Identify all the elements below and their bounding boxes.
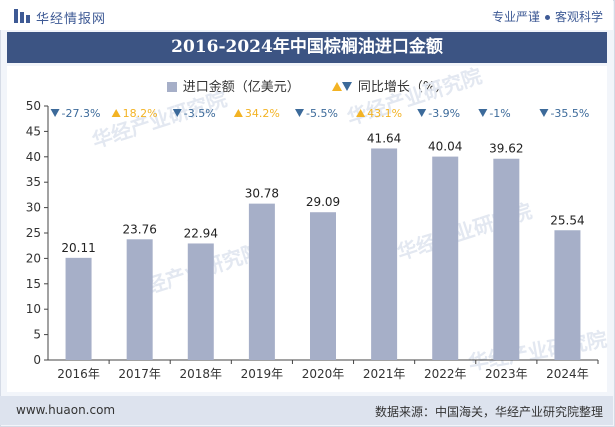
triangle-up-icon	[331, 82, 342, 91]
legend: 进口金额（亿美元） 同比增长（%）	[0, 76, 615, 95]
bar	[65, 257, 92, 360]
x-tick-label: 2020年	[302, 367, 345, 381]
x-tick-label: 2016年	[57, 367, 100, 381]
data-label: 22.94	[184, 226, 218, 240]
legend-item-growth: 同比增长（%）	[331, 76, 449, 95]
triangle-down-icon	[417, 109, 427, 117]
data-label: 40.04	[428, 140, 462, 154]
data-label: 41.64	[367, 131, 401, 145]
growth-label: 43.1%	[367, 107, 402, 120]
legend-amount-label: 进口金额（亿美元）	[182, 80, 300, 95]
bar	[187, 243, 214, 360]
x-tick-label: 2019年	[241, 367, 284, 381]
chart-title: 2016-2024年中国棕榈油进口金额	[7, 32, 607, 63]
x-tick-label: 2024年	[546, 367, 589, 381]
bar	[248, 203, 275, 360]
legend-swatch-icon	[166, 82, 177, 92]
bar	[493, 158, 520, 360]
data-label: 39.62	[489, 142, 523, 156]
growth-label: -27.3%	[62, 107, 101, 120]
bar	[432, 156, 459, 360]
watermark-text: 华经产业研究院	[344, 64, 485, 130]
website-url[interactable]: www.huaon.com	[16, 403, 116, 417]
y-tick-label: 15	[26, 277, 41, 291]
legend-item-amount: 进口金额（亿美元）	[166, 76, 300, 95]
y-tick-label: 25	[26, 226, 41, 240]
tagline-left: 专业严谨	[491, 10, 540, 24]
data-label: 20.11	[61, 241, 95, 255]
triangle-up-icon	[111, 109, 121, 117]
triangle-down-icon	[478, 109, 488, 117]
triangle-down-icon	[341, 82, 352, 91]
y-tick-label: 0	[33, 353, 41, 367]
footer: www.huaon.com 数据来源：中国海关，华经产业研究院整理	[0, 396, 613, 425]
bar	[554, 230, 581, 360]
tagline: 专业严谨 客观科学	[492, 8, 603, 25]
growth-label: 34.2%	[245, 107, 280, 120]
triangle-down-icon	[295, 109, 304, 117]
triangle-up-icon	[233, 109, 243, 117]
data-label: 30.78	[245, 187, 279, 201]
data-label: 29.09	[306, 195, 340, 209]
bar	[310, 212, 336, 360]
y-tick-label: 35	[26, 175, 41, 189]
dot-icon	[544, 15, 550, 20]
x-tick-label: 2021年	[363, 367, 406, 381]
x-tick-label: 2018年	[180, 367, 223, 381]
triangle-up-icon	[356, 109, 366, 117]
growth-label: -1%	[489, 107, 510, 120]
legend-growth-label: 同比增长（%）	[357, 80, 449, 95]
y-tick-label: 45	[26, 124, 41, 138]
x-tick-label: 2023年	[485, 367, 528, 381]
growth-label: -3.9%	[428, 107, 460, 120]
data-label: 23.76	[122, 222, 156, 236]
triangle-down-icon	[50, 109, 60, 117]
data-source: 数据来源：中国海关，华经产业研究院整理	[374, 405, 603, 419]
growth-label: -35.5%	[550, 107, 589, 120]
triangle-down-icon	[539, 109, 549, 117]
data-label: 25.54	[550, 213, 584, 227]
tagline-right: 客观科学	[554, 10, 603, 24]
growth-label: 18.2%	[123, 107, 158, 120]
y-tick-label: 5	[33, 328, 41, 342]
y-tick-label: 20	[26, 251, 41, 265]
logo-icon	[14, 9, 30, 23]
x-tick-label: 2017年	[118, 367, 161, 381]
y-tick-label: 30	[26, 201, 41, 215]
bar	[371, 148, 398, 360]
top-bar: 华经情报网 专业严谨 客观科学	[0, 0, 613, 30]
triangle-down-icon	[172, 109, 182, 117]
y-tick-label: 50	[26, 99, 41, 113]
y-tick-label: 10	[26, 302, 41, 316]
bar	[126, 239, 153, 360]
y-tick-label: 40	[26, 150, 41, 164]
x-tick-label: 2022年	[424, 367, 467, 381]
growth-label: -3.5%	[184, 107, 216, 120]
growth-label: -5.5%	[306, 107, 338, 120]
brand-name: 华经情报网	[36, 12, 107, 27]
